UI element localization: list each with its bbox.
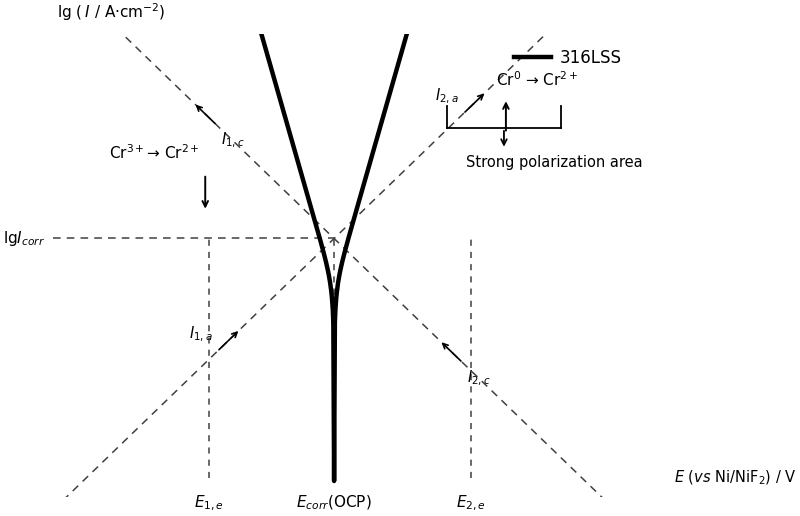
Text: $\mathit{I}_{1,c}$: $\mathit{I}_{1,c}$ (221, 131, 245, 150)
Text: Cr$^{3+}$→ Cr$^{2+}$: Cr$^{3+}$→ Cr$^{2+}$ (109, 143, 200, 162)
Text: Strong polarization area: Strong polarization area (466, 155, 643, 170)
Text: $E_{2,e}$: $E_{2,e}$ (456, 493, 486, 513)
Text: lg ( $\mathit{I}$ / A·cm$^{-2}$): lg ( $\mathit{I}$ / A·cm$^{-2}$) (57, 1, 166, 23)
Text: $\mathit{I}_{2,a}$: $\mathit{I}_{2,a}$ (435, 87, 459, 106)
Text: $E_{corr}$(OCP): $E_{corr}$(OCP) (296, 493, 372, 512)
Legend: 316LSS: 316LSS (507, 42, 628, 73)
Text: $E$ ($vs$ Ni/NiF$_2$) / V: $E$ ($vs$ Ni/NiF$_2$) / V (674, 469, 797, 488)
Text: lg$\mathit{I}_{corr}$: lg$\mathit{I}_{corr}$ (3, 229, 45, 248)
Text: $\mathit{I}_{2,c}$: $\mathit{I}_{2,c}$ (467, 368, 490, 388)
Text: $E_{1,e}$: $E_{1,e}$ (194, 493, 224, 513)
Text: $\mathit{I}_{1,a}$: $\mathit{I}_{1,a}$ (190, 324, 213, 344)
Text: Cr$^0$ → Cr$^{2+}$: Cr$^0$ → Cr$^{2+}$ (496, 70, 578, 89)
